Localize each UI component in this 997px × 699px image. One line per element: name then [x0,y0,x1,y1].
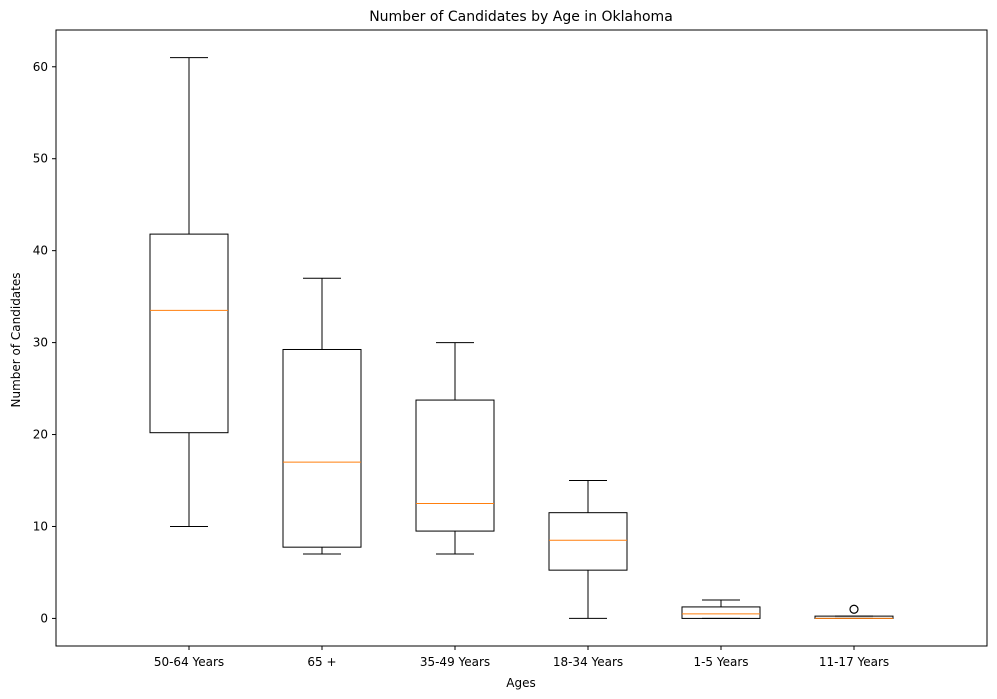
y-tick-label: 0 [40,611,48,625]
y-tick-label: 50 [33,152,48,166]
y-axis-label: Number of Candidates [9,273,23,408]
x-tick-label: 11-17 Years [819,655,889,669]
x-tick-label: 35-49 Years [420,655,490,669]
y-tick-label: 60 [33,60,48,74]
x-axis-label: Ages [506,676,535,690]
iqr-box [149,233,229,434]
iqr-box [282,348,362,548]
iqr-box [548,512,628,571]
x-tick-label: 18-34 Years [553,655,623,669]
y-tick-label: 20 [33,428,48,442]
outlier-point [849,604,859,614]
chart-title: Number of Candidates by Age in Oklahoma [369,9,673,25]
iqr-box [681,606,761,619]
x-tick-label: 50-64 Years [154,655,224,669]
x-tick-label: 65 + [307,655,336,669]
y-tick-label: 30 [33,336,48,350]
x-tick-label: 1-5 Years [693,655,748,669]
plot-area: 0 10 20 30 40 50 60 50-64 Years 65 + 35-49 Years 1… [33,29,988,669]
y-tick-label: 10 [33,519,48,533]
iqr-box [415,399,495,532]
y-tick-label: 40 [33,244,48,258]
plot-frame [55,29,988,647]
